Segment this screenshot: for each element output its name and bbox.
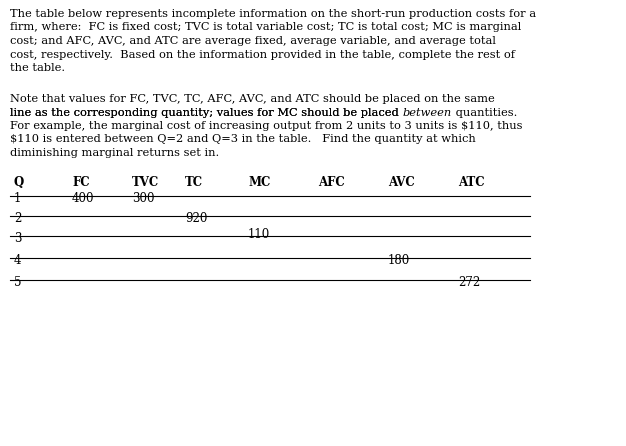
Text: 400: 400 [72, 192, 95, 205]
Text: 300: 300 [132, 192, 155, 205]
Text: The table below represents incomplete information on the short-run production co: The table below represents incomplete in… [10, 9, 536, 19]
Text: 272: 272 [458, 276, 480, 289]
Text: $110 is entered between Q=2 and Q=3 in the table.   Find the quantity at which: $110 is entered between Q=2 and Q=3 in t… [10, 135, 476, 145]
Text: 180: 180 [388, 254, 410, 267]
Text: AFC: AFC [318, 176, 345, 189]
Text: cost; and AFC, AVC, and ATC are average fixed, average variable, and average tot: cost; and AFC, AVC, and ATC are average … [10, 36, 496, 46]
Text: For example, the marginal cost of increasing output from 2 units to 3 units is $: For example, the marginal cost of increa… [10, 121, 523, 131]
Text: 2: 2 [14, 212, 21, 225]
Text: cost, respectively.  Based on the information provided in the table, complete th: cost, respectively. Based on the informa… [10, 50, 515, 59]
Text: ATC: ATC [458, 176, 485, 189]
Text: TVC: TVC [132, 176, 159, 189]
Text: quantities.: quantities. [451, 107, 517, 117]
Text: the table.: the table. [10, 63, 65, 73]
Text: line as the corresponding quantity; values for MC should be placed: line as the corresponding quantity; valu… [10, 107, 403, 117]
Text: 920: 920 [185, 212, 207, 225]
Text: between: between [403, 107, 451, 117]
Text: line as the corresponding quantity; values for MC should be placed: line as the corresponding quantity; valu… [0, 445, 1, 446]
Text: MC: MC [248, 176, 270, 189]
Text: firm, where:  FC is fixed cost; TVC is total variable cost; TC is total cost; MC: firm, where: FC is fixed cost; TVC is to… [10, 22, 521, 33]
Text: 3: 3 [14, 232, 21, 245]
Text: diminishing marginal returns set in.: diminishing marginal returns set in. [10, 148, 219, 158]
Text: 4: 4 [14, 254, 21, 267]
Text: 110: 110 [248, 228, 270, 241]
Text: 1: 1 [14, 192, 21, 205]
Text: TC: TC [185, 176, 203, 189]
Text: AVC: AVC [388, 176, 415, 189]
Text: FC: FC [72, 176, 90, 189]
Text: line as the corresponding quantity; values for MC should be placed: line as the corresponding quantity; valu… [10, 107, 403, 117]
Text: Q: Q [14, 176, 24, 189]
Text: 5: 5 [14, 276, 21, 289]
Text: Note that values for FC, TVC, TC, AFC, AVC, and ATC should be placed on the same: Note that values for FC, TVC, TC, AFC, A… [10, 94, 495, 104]
